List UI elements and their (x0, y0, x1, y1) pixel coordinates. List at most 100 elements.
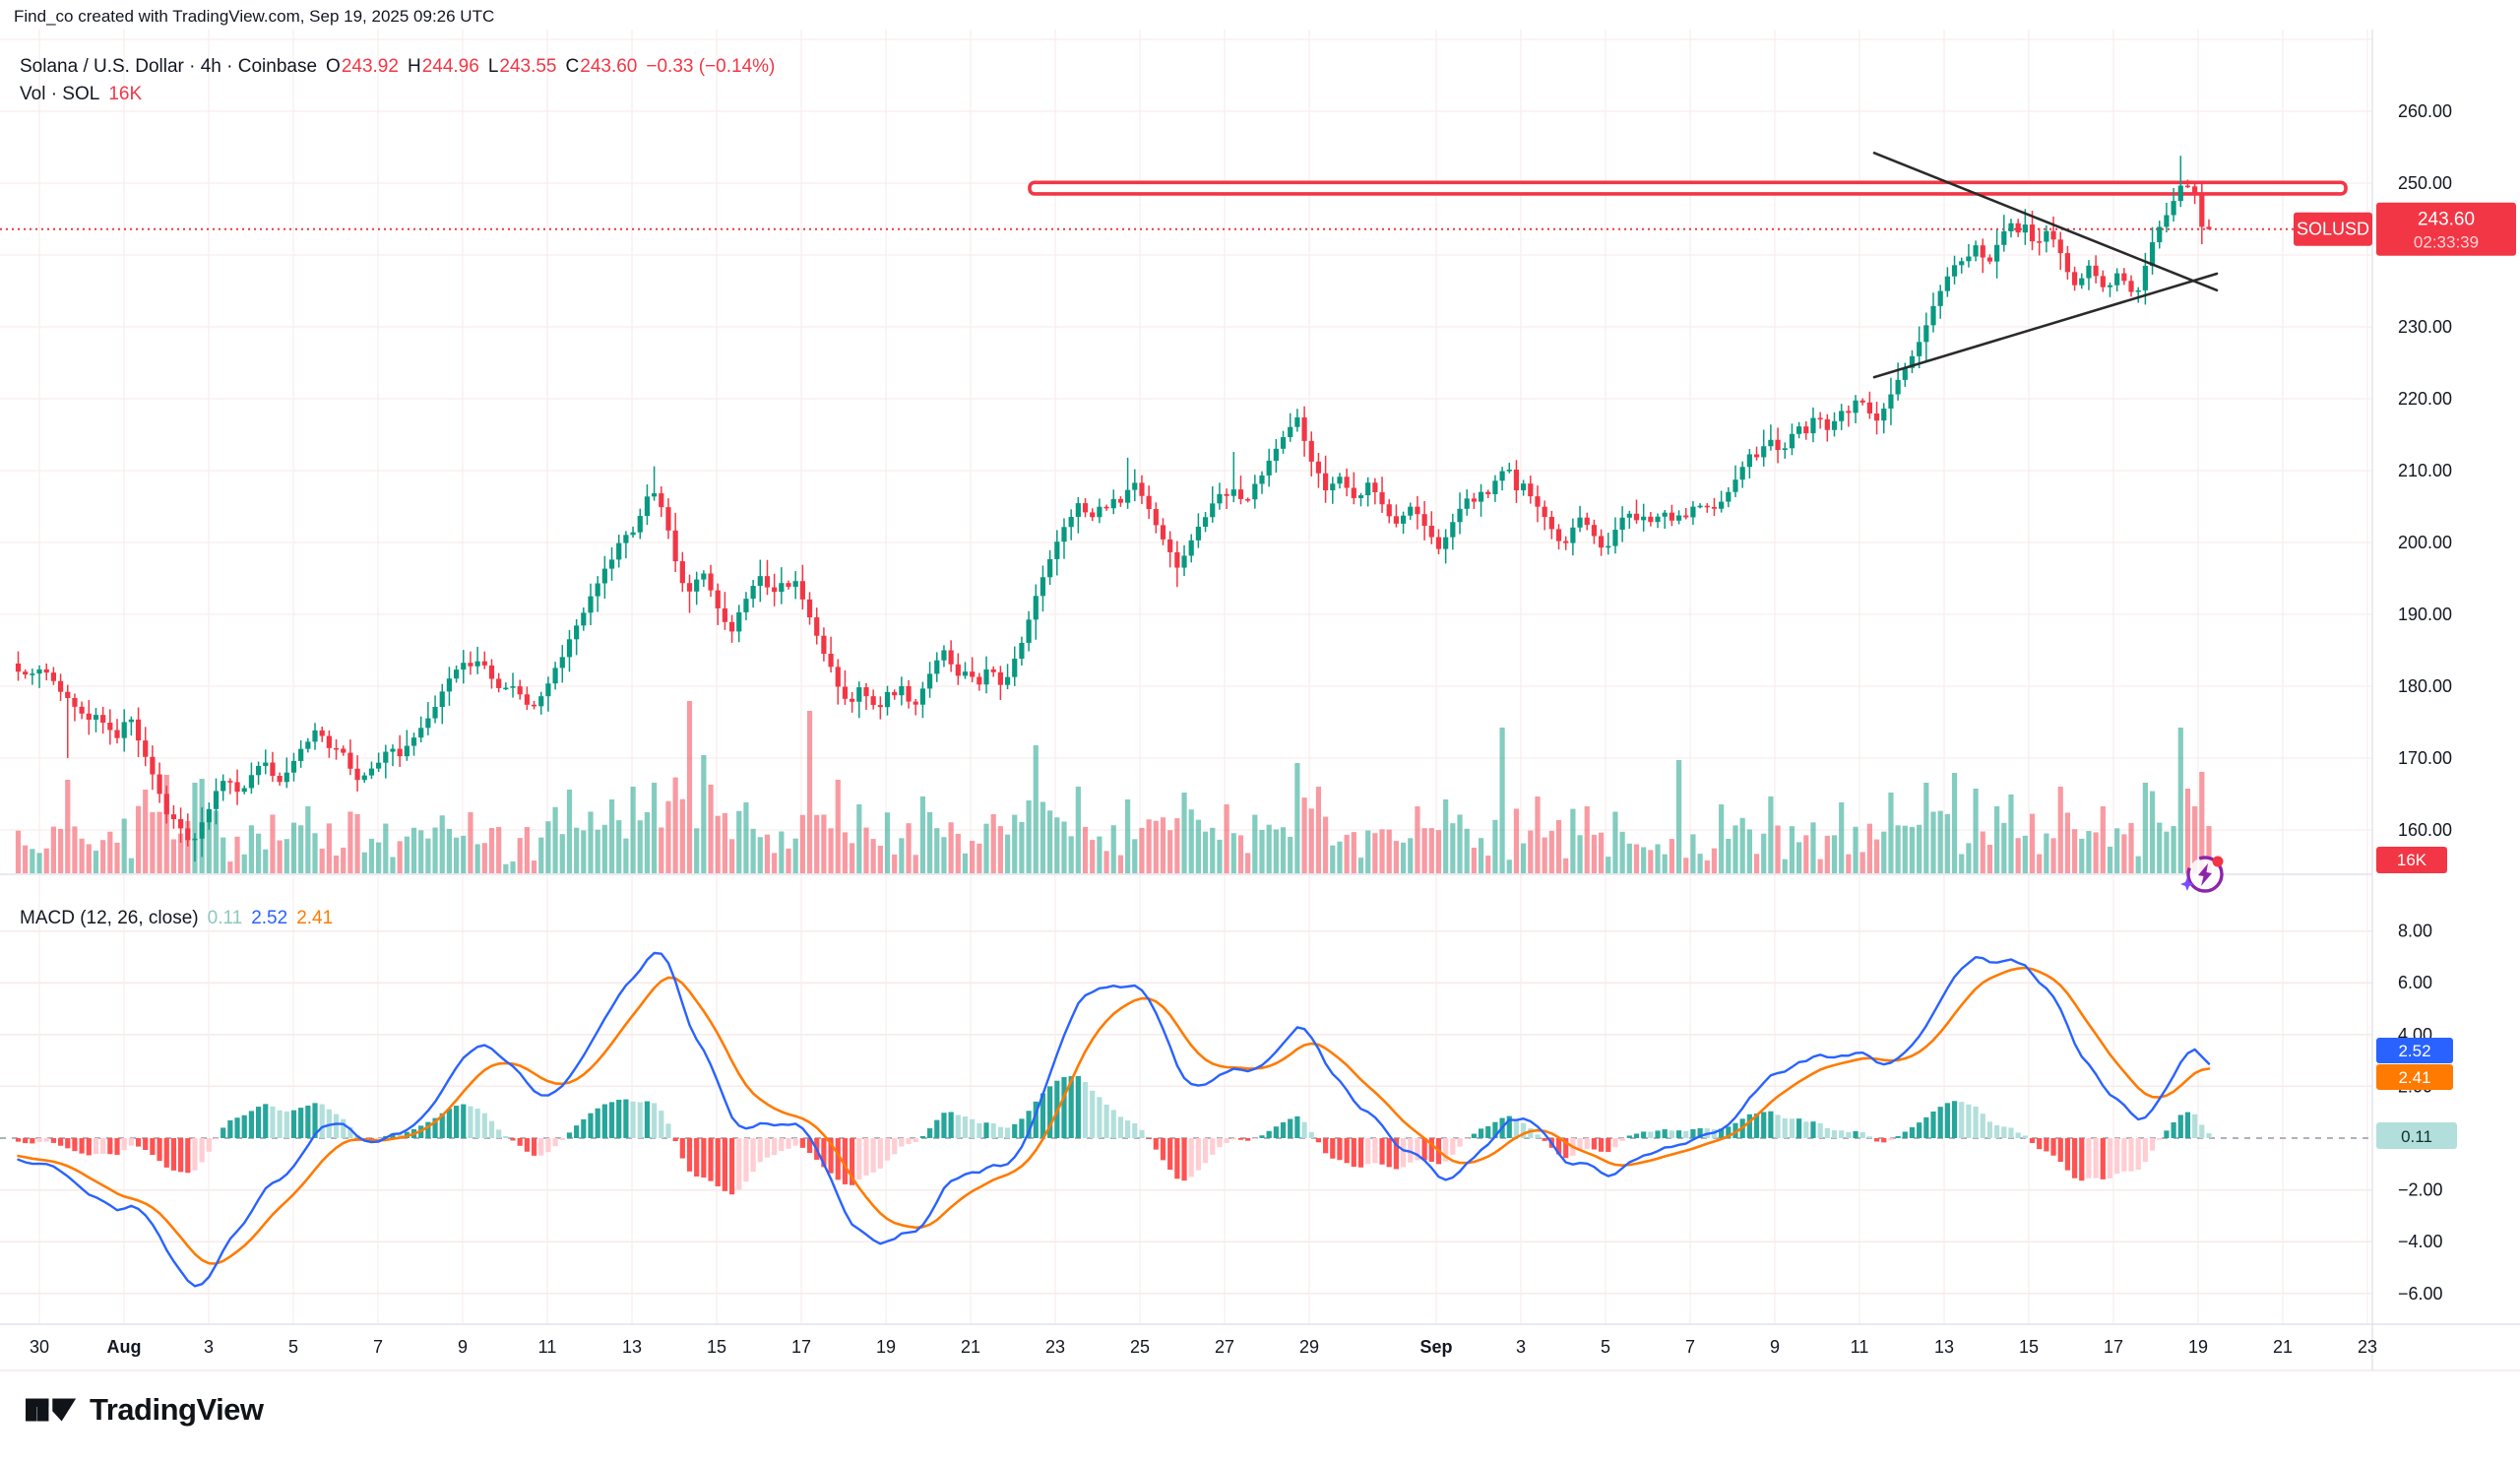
triangle-trendline-drawing[interactable] (1872, 272, 2219, 379)
candle-body (1662, 512, 1668, 517)
macd-histogram-bar (1584, 1138, 1590, 1149)
volume-bar (43, 848, 49, 873)
volume-bar (1337, 841, 1343, 873)
macd-legend[interactable]: MACD (12, 26, close) 0.11 2.52 2.41 (20, 908, 333, 929)
macd-histogram-bar (107, 1138, 113, 1155)
macd-histogram-bar (425, 1121, 431, 1138)
candle-body (368, 768, 375, 776)
candle-body (72, 697, 78, 707)
volume-axis-badge[interactable] (2376, 847, 2447, 873)
change-value: −0.33 (−0.14%) (646, 56, 776, 77)
volume-bar (1125, 799, 1131, 873)
macd-histogram-bar (263, 1104, 269, 1138)
price-pane-surface[interactable] (0, 30, 2372, 874)
volume-bar (2057, 787, 2063, 873)
macd-signal-badge[interactable] (2376, 1064, 2453, 1090)
macd-hist-badge[interactable] (2376, 1122, 2457, 1149)
macd-line-badge[interactable] (2376, 1038, 2453, 1063)
footer-branding[interactable]: TradingView (26, 1384, 264, 1435)
macd-histogram-bar (659, 1111, 664, 1138)
volume-bar (1153, 820, 1159, 873)
price-axis-tick: 160.00 (2398, 820, 2452, 840)
volume-bar (877, 846, 883, 873)
candle-body (870, 696, 876, 706)
time-axis-surface[interactable] (0, 1324, 2372, 1370)
price-axis-surface[interactable] (2372, 30, 2520, 1370)
macd-axis-tick: 8.00 (2398, 922, 2432, 941)
price-label-symbol-badge[interactable] (2294, 212, 2372, 246)
volume-bar (1930, 811, 1936, 873)
macd-histogram-bar (1555, 1138, 1562, 1155)
macd-histogram-bar (468, 1106, 473, 1138)
volume-bar (503, 863, 509, 873)
price-label-value-badge[interactable] (2376, 202, 2516, 256)
volume-bar (432, 827, 438, 873)
candle-body (1181, 555, 1187, 568)
time-axis-tick: 15 (2019, 1337, 2039, 1357)
macd-histogram-bar (566, 1132, 573, 1138)
macd-histogram-bar (906, 1138, 912, 1145)
volume-bar (1662, 854, 1668, 873)
candle-body (679, 561, 685, 584)
volume-bar (722, 812, 727, 873)
flash-boost-icon[interactable] (2180, 856, 2224, 893)
time-axis-tick: 27 (1215, 1337, 1234, 1357)
candle-body (510, 686, 516, 688)
resistance-zone-drawing[interactable] (1028, 180, 2348, 196)
macd-histogram-bar (1873, 1138, 1880, 1142)
candle-body (2079, 278, 2085, 286)
volume-legend[interactable]: Vol · SOL 16K (20, 84, 142, 105)
candle-body (1266, 460, 1272, 476)
header-note: Find_co created with TradingView.com, Se… (14, 7, 495, 26)
macd-histogram-bar (93, 1138, 99, 1155)
macd-histogram-bar (926, 1128, 933, 1138)
candle-body (390, 748, 396, 752)
macd-histogram-bar (2057, 1138, 2063, 1163)
candle-body (1994, 244, 2000, 262)
volume-bar (948, 822, 954, 873)
macd-histogram-bar (1959, 1102, 1965, 1138)
volume-bar (1210, 827, 1216, 873)
macd-histogram-bar (1753, 1114, 1760, 1138)
symbol-legend[interactable]: Solana / U.S. Dollar · 4h · Coinbase O 24… (20, 56, 775, 78)
volume-bar (892, 854, 898, 873)
time-axis-tick: 13 (1934, 1337, 1954, 1357)
macd-histogram-bar (1245, 1138, 1251, 1141)
volume-bar (2079, 838, 2085, 873)
candle-body (404, 745, 410, 757)
volume-bar (941, 837, 947, 873)
candle-body (65, 691, 71, 698)
macd-histogram-bar (305, 1105, 311, 1138)
volume-bar (93, 851, 99, 873)
volume-bar (2171, 826, 2176, 873)
macd-histogram-bar (206, 1138, 212, 1152)
candle-body (1606, 545, 1611, 548)
volume-bar (100, 840, 106, 873)
macd-line-value: 2.52 (251, 908, 288, 928)
macd-histogram-bar (474, 1109, 480, 1138)
candle-body (722, 607, 727, 622)
macd-histogram-bar (376, 1138, 382, 1140)
macd-histogram-bar (128, 1138, 134, 1146)
macd-histogram-bar (665, 1123, 671, 1138)
volume-bar (1606, 857, 1611, 873)
candle-body (2100, 276, 2106, 287)
candle-body (941, 650, 947, 661)
candle-body (1888, 394, 1894, 409)
volume-bar (1294, 763, 1300, 873)
volume-bar (1909, 826, 1916, 873)
macd-histogram-bar (608, 1102, 615, 1138)
candle-body (1344, 477, 1350, 488)
candle-body (290, 760, 297, 773)
macd-histogram-bar (496, 1129, 502, 1138)
candle-body (1824, 418, 1830, 430)
candle-body (1139, 482, 1145, 496)
volume-bar (1217, 839, 1223, 873)
macd-histogram-bar (1181, 1138, 1187, 1181)
macd-pane-surface[interactable] (0, 874, 2372, 1324)
candle-body (2050, 230, 2056, 240)
triangle-trendline-drawing[interactable] (1872, 152, 2219, 292)
volume-bar (715, 815, 721, 873)
volume-bar (1577, 835, 1583, 873)
